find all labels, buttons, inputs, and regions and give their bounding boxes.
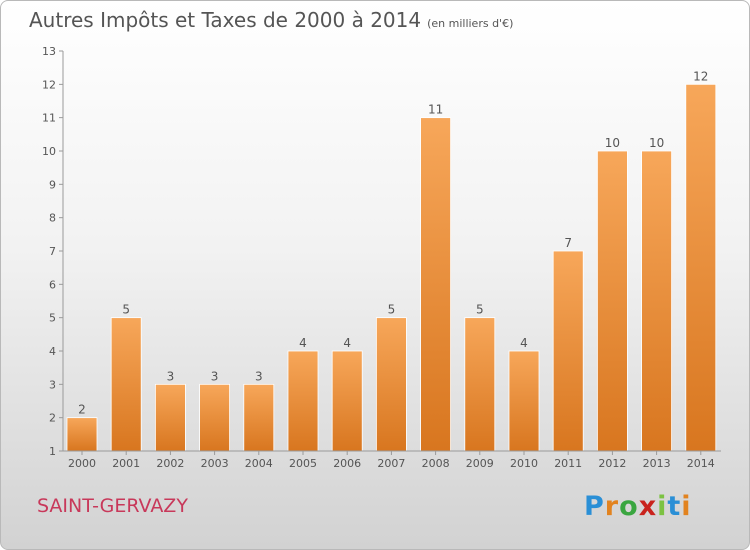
bar-2010 — [508, 350, 540, 452]
bar-value-label: 3 — [167, 369, 175, 383]
chart-title-block: Autres Impôts et Taxes de 2000 à 2014 (en… — [29, 8, 513, 32]
bar-value-label: 10 — [649, 136, 664, 150]
bar-value-label: 4 — [299, 336, 307, 350]
logo-letter: i — [657, 491, 668, 522]
bar-2009 — [464, 317, 496, 452]
bar-2000 — [66, 417, 98, 452]
proxiti-logo: Proxiti — [584, 491, 692, 522]
x-tick-label: 2011 — [554, 457, 582, 470]
x-tick-label: 2002 — [156, 457, 184, 470]
bar-value-label: 2 — [78, 403, 86, 417]
bar-value-label: 3 — [211, 369, 219, 383]
bar-2003 — [199, 383, 231, 452]
logo-letter: x — [638, 491, 658, 522]
x-tick-label: 2003 — [201, 457, 229, 470]
x-tick-label: 2004 — [245, 457, 273, 470]
bar-value-label: 5 — [388, 303, 396, 317]
x-tick-label: 2008 — [422, 457, 450, 470]
bar-value-label: 11 — [428, 103, 443, 117]
x-tick-label: 2005 — [289, 457, 317, 470]
y-tick-label: 11 — [42, 112, 56, 125]
y-tick-label: 2 — [49, 412, 56, 425]
logo-letter: o — [619, 491, 639, 522]
y-tick-label: 13 — [42, 45, 56, 58]
y-tick-label: 3 — [49, 378, 56, 391]
y-tick-label: 6 — [49, 278, 56, 291]
y-tick-label: 9 — [49, 178, 56, 191]
x-tick-label: 2000 — [68, 457, 96, 470]
bars-group: 2 5 3 3 3 4 4 5 11 5 4 7 10 10 12 — [66, 69, 717, 452]
bar-2002 — [154, 383, 186, 452]
bar-value-label: 10 — [605, 136, 620, 150]
bar-2006 — [331, 350, 363, 452]
x-tick-label: 2001 — [112, 457, 140, 470]
bar-2011 — [552, 250, 584, 452]
commune-name: SAINT-GERVAZY — [37, 495, 188, 517]
x-tick-label: 2010 — [510, 457, 538, 470]
x-tick-label: 2012 — [598, 457, 626, 470]
y-tick-label: 5 — [49, 312, 56, 325]
y-tick-label: 10 — [42, 145, 56, 158]
y-tick-label: 4 — [49, 345, 56, 358]
y-tick-label: 12 — [42, 78, 56, 91]
bar-value-label: 3 — [255, 369, 263, 383]
x-tick-label: 2014 — [687, 457, 715, 470]
x-tick-label: 2009 — [466, 457, 494, 470]
bar-2008 — [420, 117, 452, 452]
logo-letter: P — [584, 491, 605, 522]
logo-letter: r — [604, 491, 620, 522]
bar-value-label: 4 — [520, 336, 528, 350]
bar-2007 — [375, 317, 407, 452]
y-tick-label: 7 — [49, 245, 56, 258]
chart-unit-label: (en milliers d'€) — [427, 17, 514, 30]
logo-letter: i — [681, 491, 692, 522]
bar-2005 — [287, 350, 319, 452]
bar-2014 — [685, 83, 717, 452]
bar-2012 — [597, 150, 628, 452]
x-tick-label: 2006 — [333, 457, 361, 470]
chart-title: Autres Impôts et Taxes de 2000 à 2014 — [29, 8, 422, 32]
x-tick-label: 2013 — [643, 457, 671, 470]
y-tick-label: 8 — [49, 212, 56, 225]
logo-letter: t — [667, 491, 682, 522]
bar-value-label: 5 — [122, 303, 130, 317]
bar-value-label: 5 — [476, 303, 484, 317]
bar-value-label: 7 — [564, 236, 572, 250]
bar-2004 — [243, 383, 275, 452]
x-tick-label: 2007 — [377, 457, 405, 470]
bar-2001 — [110, 317, 142, 452]
y-tick-label: 1 — [49, 445, 56, 458]
bar-value-label: 12 — [693, 69, 708, 83]
bar-value-label: 4 — [343, 336, 351, 350]
bar-2013 — [641, 150, 672, 452]
